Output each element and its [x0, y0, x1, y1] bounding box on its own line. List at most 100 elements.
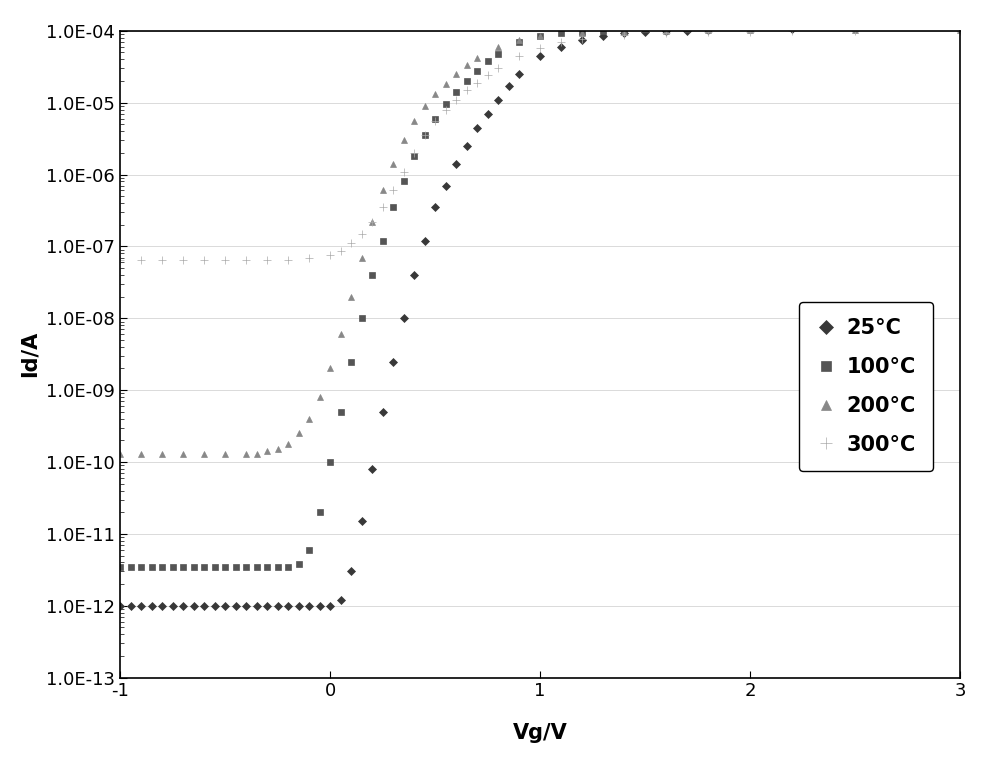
100°C [230, 562, 242, 571]
300°C [555, 37, 567, 46]
100°C [492, 49, 504, 59]
200°C [177, 449, 189, 458]
100°C [398, 177, 410, 186]
100°C [146, 562, 158, 571]
300°C [660, 28, 672, 38]
200°C [156, 449, 168, 458]
300°C [114, 255, 126, 264]
Line: 100°C: 100°C [117, 25, 963, 569]
200°C [954, 25, 966, 35]
200°C [356, 253, 368, 262]
200°C [660, 26, 672, 35]
300°C [849, 26, 861, 35]
100°C [440, 99, 452, 109]
200°C [135, 449, 147, 458]
300°C [471, 78, 483, 87]
100°C [114, 562, 126, 571]
200°C [376, 186, 388, 195]
100°C [156, 562, 168, 571]
300°C [219, 255, 231, 264]
100°C [219, 562, 231, 571]
200°C [272, 445, 284, 454]
300°C [460, 85, 473, 95]
100°C [849, 23, 861, 32]
300°C [387, 186, 399, 195]
100°C [681, 24, 693, 33]
100°C [576, 27, 588, 36]
300°C [334, 247, 347, 256]
200°C [849, 25, 861, 35]
300°C [408, 149, 420, 158]
200°C [408, 117, 420, 126]
Line: 300°C: 300°C [116, 27, 964, 264]
300°C [345, 239, 357, 248]
200°C [492, 42, 504, 52]
300°C [786, 27, 798, 36]
100°C [471, 66, 483, 75]
300°C [398, 167, 410, 176]
200°C [744, 25, 756, 35]
200°C [198, 449, 210, 458]
300°C [282, 255, 294, 264]
Text: Vg/V: Vg/V [513, 723, 567, 743]
200°C [303, 414, 315, 424]
100°C [639, 25, 651, 34]
300°C [156, 255, 168, 264]
300°C [303, 254, 315, 263]
300°C [702, 28, 714, 37]
100°C [460, 76, 473, 85]
300°C [534, 43, 546, 52]
300°C [324, 251, 336, 260]
100°C [303, 545, 315, 554]
200°C [387, 159, 399, 169]
100°C [345, 357, 357, 367]
100°C [555, 28, 567, 38]
25°C [114, 601, 126, 611]
100°C [376, 236, 388, 246]
200°C [702, 26, 714, 35]
200°C [440, 80, 452, 89]
300°C [366, 217, 378, 226]
100°C [188, 562, 200, 571]
200°C [240, 449, 252, 458]
300°C [429, 117, 441, 126]
100°C [166, 562, 179, 571]
100°C [366, 270, 378, 280]
100°C [324, 457, 336, 467]
300°C [618, 30, 630, 39]
Line: 200°C: 200°C [117, 28, 963, 457]
100°C [408, 152, 420, 161]
100°C [177, 562, 189, 571]
100°C [356, 313, 368, 323]
Line: 25°C: 25°C [117, 25, 963, 608]
100°C [534, 32, 546, 41]
200°C [460, 61, 473, 70]
100°C [618, 25, 630, 35]
100°C [250, 562, 262, 571]
200°C [219, 449, 231, 458]
25°C [303, 601, 315, 611]
25°C [460, 142, 473, 151]
100°C [124, 562, 136, 571]
300°C [482, 71, 494, 80]
25°C [156, 601, 168, 611]
100°C [208, 562, 220, 571]
200°C [282, 439, 294, 448]
100°C [240, 562, 252, 571]
100°C [597, 26, 609, 35]
100°C [198, 562, 210, 571]
25°C [366, 464, 378, 474]
100°C [429, 114, 441, 123]
200°C [471, 53, 483, 62]
100°C [272, 562, 284, 571]
200°C [618, 27, 630, 36]
300°C [492, 64, 504, 73]
100°C [314, 507, 326, 517]
200°C [250, 449, 262, 458]
300°C [376, 203, 388, 212]
Legend: 25°C, 100°C, 200°C, 300°C: 25°C, 100°C, 200°C, 300°C [799, 302, 933, 471]
200°C [418, 102, 430, 111]
200°C [576, 28, 588, 38]
300°C [261, 255, 273, 264]
300°C [135, 255, 147, 264]
